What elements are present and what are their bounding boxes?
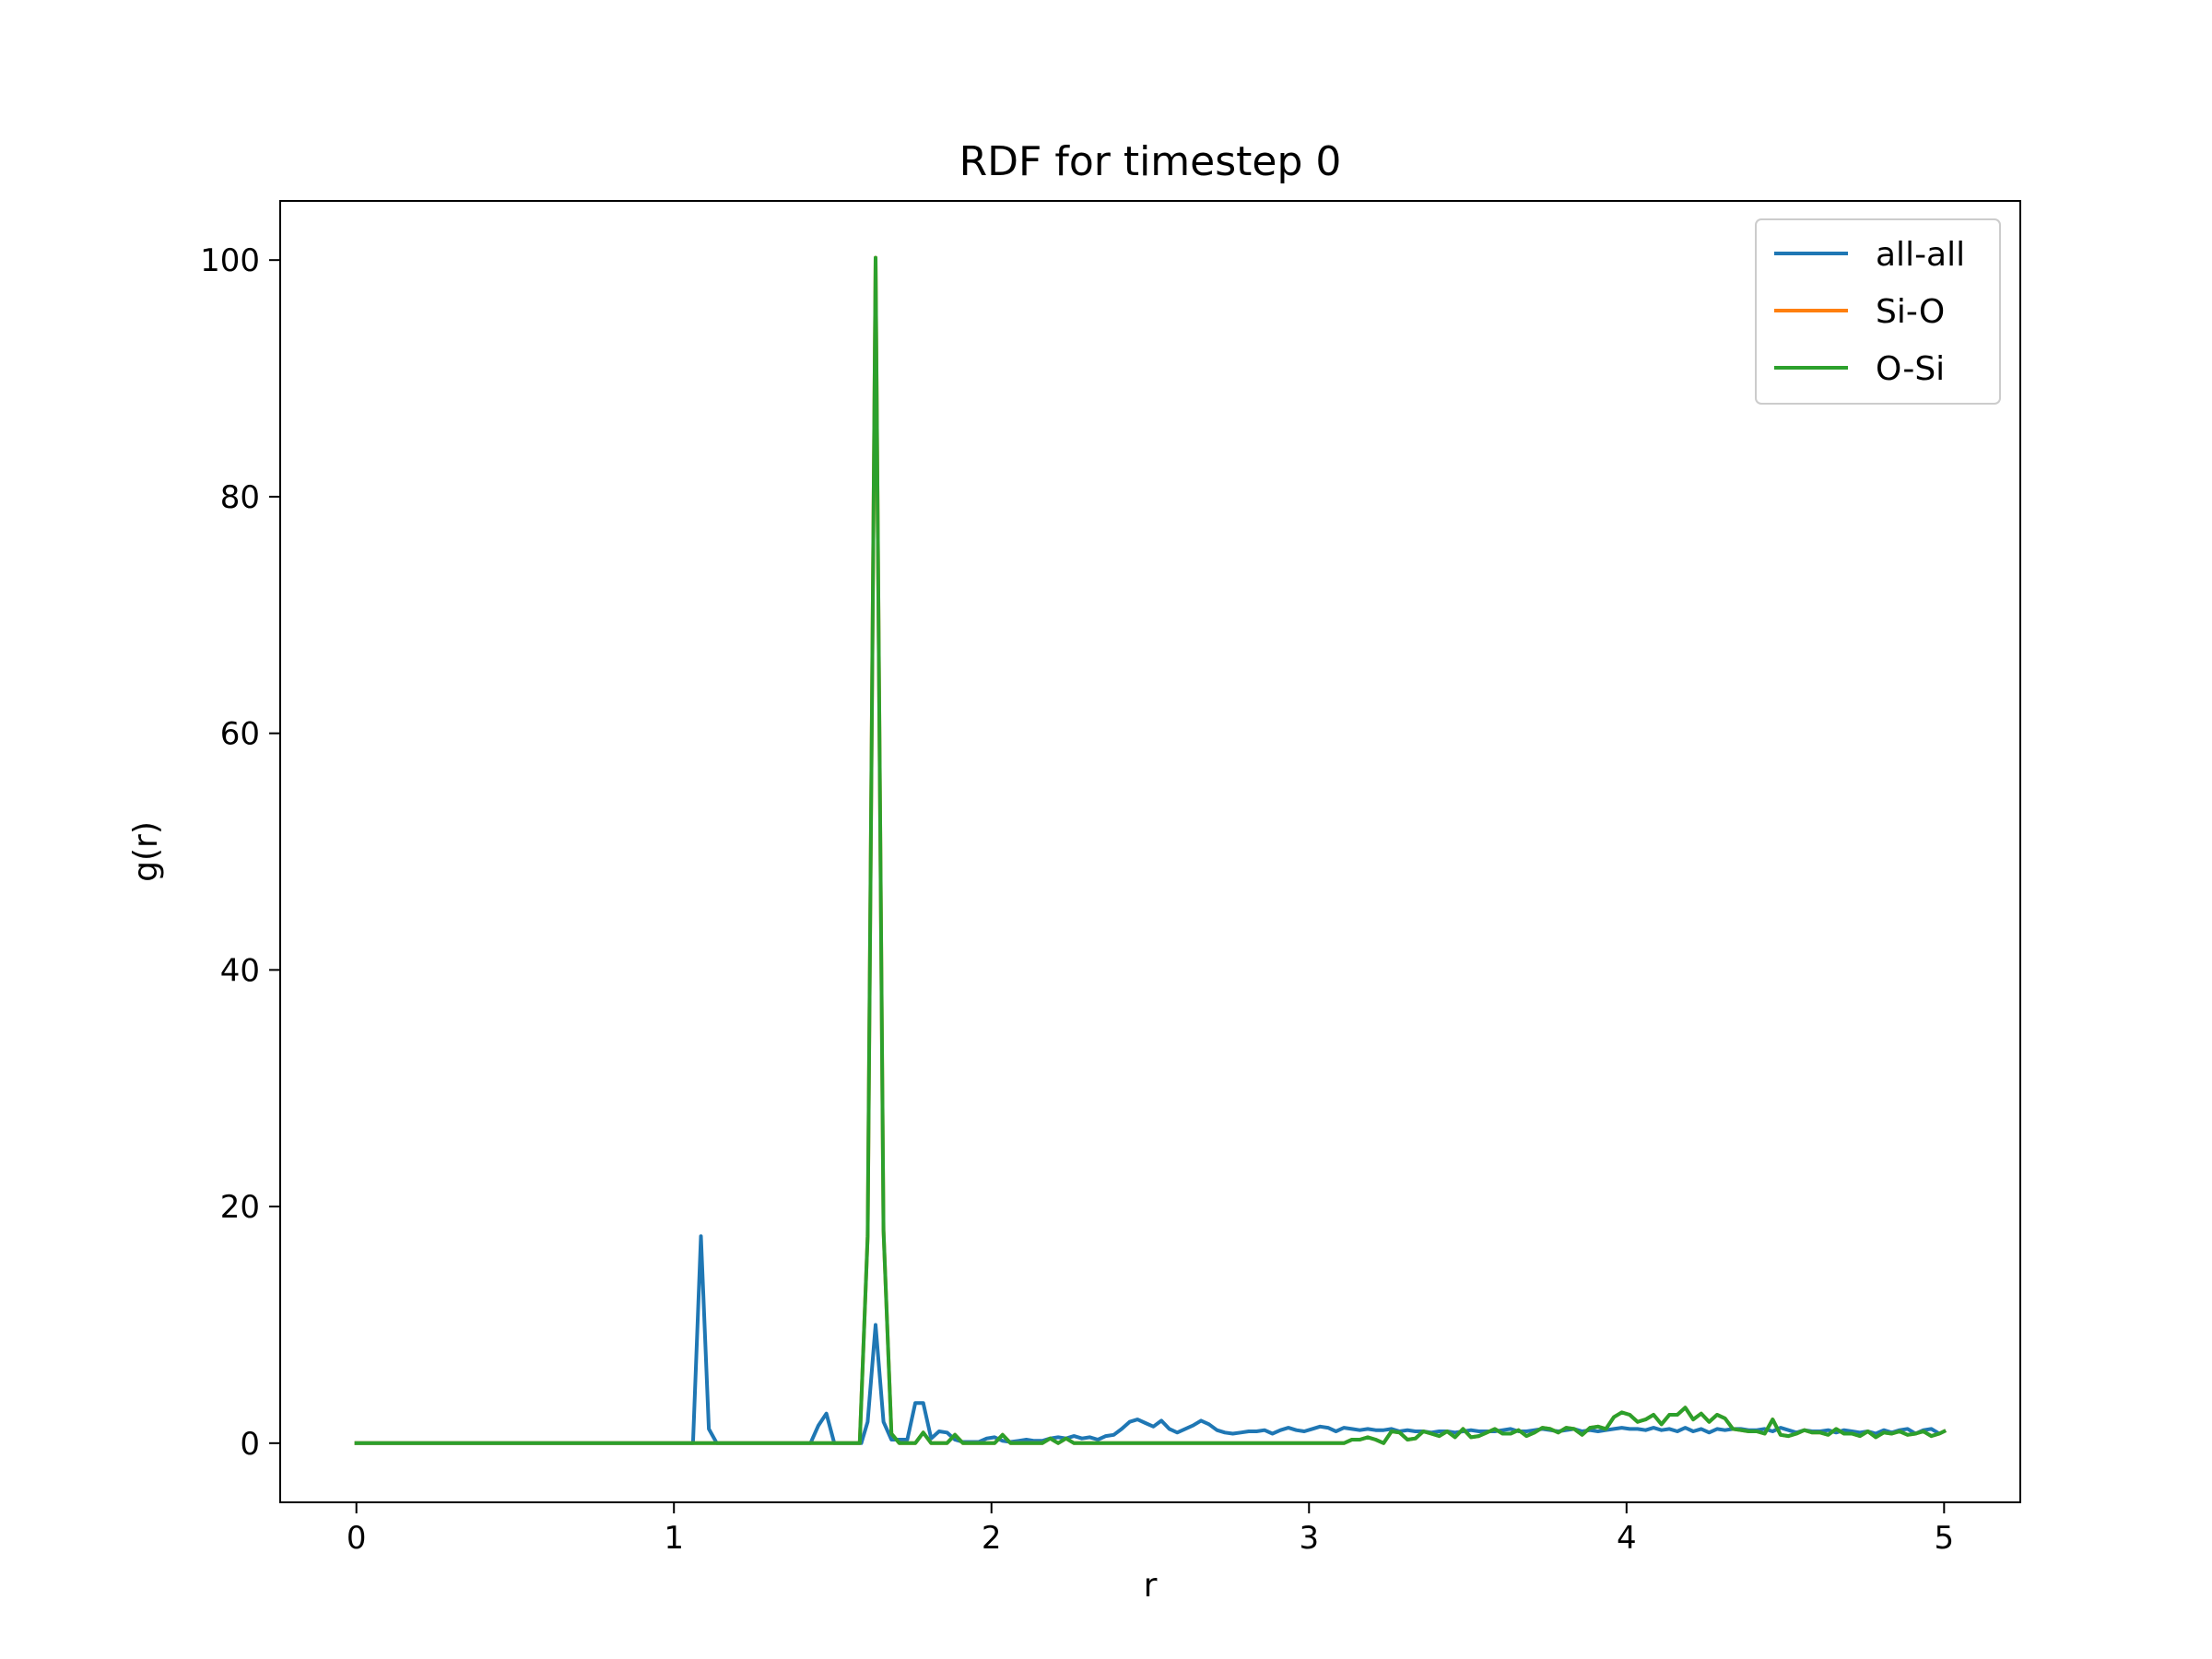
y-axis-label: g(r) [127,821,165,882]
y-tick-label-20: 20 [220,1189,260,1226]
axes-frame [279,200,2021,1503]
chart-title: RDF for timestep 0 [959,138,1342,185]
x-tick-label-4: 4 [1617,1520,1637,1557]
x-tick-label-5: 5 [1934,1520,1954,1557]
series-line-o-si [354,255,1947,1445]
legend-box [1755,218,2001,405]
y-tick-label-100: 100 [200,242,260,279]
x-tick-label-3: 3 [1299,1520,1319,1557]
x-tick-label-1: 1 [664,1520,684,1557]
legend: all-all Si-O O-Si [1755,218,2001,405]
y-tick-label-40: 40 [220,952,260,989]
plot-area: 0 1 2 3 4 5 0 20 40 60 80 100 [200,200,2021,1557]
x-tick-label-2: 2 [982,1520,1002,1557]
legend-label-si-o: Si-O [1876,293,1945,331]
x-tick-label-0: 0 [347,1520,367,1557]
y-tick-label-80: 80 [220,479,260,516]
x-axis-label: r [1144,1567,1158,1605]
legend-label-o-si: O-Si [1876,350,1945,388]
legend-label-all-all: all-all [1876,236,1965,274]
y-tick-label-0: 0 [240,1426,260,1463]
y-tick-label-60: 60 [220,716,260,753]
